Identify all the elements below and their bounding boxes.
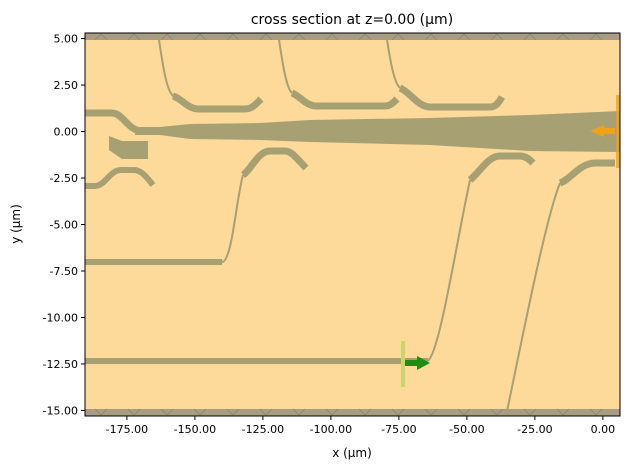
pml-chevron bbox=[325, 33, 339, 41]
taper-line-6 bbox=[505, 182, 561, 417]
y-tick-label: 5.00 bbox=[54, 33, 79, 46]
taper-line-5 bbox=[427, 179, 471, 362]
pml-chevron bbox=[94, 33, 108, 41]
x-axis-label: x (µm) bbox=[332, 446, 372, 460]
waveguide-1 bbox=[171, 92, 264, 113]
plot-area bbox=[84, 32, 621, 417]
pml-chevron bbox=[556, 408, 570, 416]
pml-chevron bbox=[523, 408, 537, 416]
pml-chevron bbox=[160, 408, 174, 416]
waveguide-lower-left bbox=[85, 167, 156, 189]
monitor-arrow-icon bbox=[590, 125, 615, 137]
y-tick-label: 0.00 bbox=[54, 126, 79, 139]
pml-chevron bbox=[424, 408, 438, 416]
pml-chevron bbox=[523, 33, 537, 41]
pml-bottom bbox=[85, 409, 620, 416]
y-tick-label: -15.00 bbox=[43, 404, 78, 417]
pml-chevron bbox=[127, 408, 141, 416]
waveguide-5 bbox=[467, 152, 536, 183]
y-tick-label: -2.50 bbox=[50, 172, 78, 185]
taper-line-3 bbox=[385, 32, 401, 89]
pml-chevron bbox=[226, 408, 240, 416]
block bbox=[109, 136, 148, 159]
x-tick-label: -100.00 bbox=[310, 423, 352, 436]
source-plane bbox=[401, 341, 405, 387]
taper-line-4 bbox=[221, 174, 244, 263]
pml-chevron bbox=[457, 33, 471, 41]
source-arrow-icon bbox=[405, 356, 430, 370]
x-tick-label: -150.00 bbox=[174, 423, 216, 436]
pml-chevron bbox=[424, 33, 438, 41]
taper-line-1 bbox=[157, 32, 174, 97]
x-axis: -175.00 -150.00 -125.00 -100.00 -75.00 -50.00… bbox=[106, 416, 615, 436]
pml-chevron bbox=[193, 408, 207, 416]
pml-chevron bbox=[589, 408, 603, 416]
y-axis: 5.00 2.50 0.00 -2.50 -5.00 -7.50 -10.00 -12.50 -… bbox=[43, 33, 85, 417]
x-tick-label: -50.00 bbox=[449, 423, 484, 436]
pml-chevron bbox=[292, 33, 306, 41]
pml-chevron bbox=[226, 33, 240, 41]
y-tick-label: -7.50 bbox=[50, 265, 78, 278]
trunk-waveguide bbox=[135, 111, 620, 152]
waveguide-upper-left bbox=[85, 109, 143, 135]
pml-chevron bbox=[160, 33, 174, 41]
x-tick-label: -175.00 bbox=[106, 423, 148, 436]
y-axis-label: y (µm) bbox=[9, 204, 23, 244]
y-tick-label: -10.00 bbox=[43, 311, 78, 324]
pml-top bbox=[85, 33, 620, 40]
monitor-plane bbox=[616, 95, 620, 168]
pml-chevron bbox=[259, 33, 273, 41]
pml-chevron bbox=[490, 33, 504, 41]
pml-chevron bbox=[94, 408, 108, 416]
pml-chevron bbox=[556, 33, 570, 41]
pml-chevron bbox=[127, 33, 141, 41]
pml-chevron bbox=[490, 408, 504, 416]
waveguide-6 bbox=[558, 159, 615, 187]
x-tick-label: -75.00 bbox=[381, 423, 416, 436]
chart-title: cross section at z=0.00 (µm) bbox=[251, 12, 453, 28]
pml-chevron bbox=[259, 408, 273, 416]
pml-chevron bbox=[193, 33, 207, 41]
pml-chevron bbox=[457, 408, 471, 416]
structures bbox=[85, 32, 620, 417]
y-tick-label: -5.00 bbox=[50, 219, 78, 232]
y-tick-label: 2.50 bbox=[54, 79, 79, 92]
pml-hatching bbox=[94, 33, 603, 416]
mode-source bbox=[401, 341, 430, 387]
mode-monitor bbox=[590, 95, 620, 168]
waveguide-2 bbox=[290, 89, 400, 110]
y-tick-label: -12.50 bbox=[43, 358, 78, 371]
x-tick-label: -125.00 bbox=[242, 423, 284, 436]
x-tick-label: -25.00 bbox=[517, 423, 552, 436]
waveguide-4 bbox=[240, 147, 309, 178]
taper-line-2 bbox=[277, 32, 293, 94]
pml-chevron bbox=[391, 408, 405, 416]
pml-chevron bbox=[325, 408, 339, 416]
pml-chevron bbox=[292, 408, 306, 416]
pml-chevron bbox=[358, 408, 372, 416]
waveguide-3 bbox=[398, 84, 506, 111]
pml-chevron bbox=[391, 33, 405, 41]
pml-chevron bbox=[589, 33, 603, 41]
pml-chevron bbox=[358, 33, 372, 41]
x-tick-label: 0.00 bbox=[591, 423, 616, 436]
